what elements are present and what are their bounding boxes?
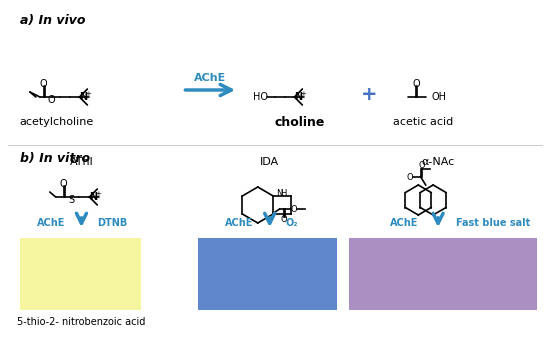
Text: N: N <box>294 92 302 102</box>
Text: +: + <box>85 91 91 97</box>
Text: acetylcholine: acetylcholine <box>20 117 94 127</box>
Text: acetic acid: acetic acid <box>393 117 453 127</box>
Text: O: O <box>412 79 420 89</box>
Text: b) In vitro: b) In vitro <box>20 152 90 165</box>
Text: N: N <box>89 192 97 202</box>
Text: O: O <box>60 179 68 189</box>
Text: O: O <box>419 162 425 170</box>
Text: α-NAc: α-NAc <box>421 157 455 167</box>
FancyBboxPatch shape <box>20 238 141 310</box>
Text: +: + <box>95 191 101 197</box>
Text: O: O <box>48 95 56 105</box>
Text: H: H <box>280 189 287 198</box>
Text: OH: OH <box>431 92 446 102</box>
Text: HO: HO <box>253 92 268 102</box>
FancyBboxPatch shape <box>199 238 337 310</box>
Text: O: O <box>290 205 297 214</box>
Text: AChE: AChE <box>194 73 227 83</box>
Text: O: O <box>406 173 413 182</box>
Text: O₂: O₂ <box>285 218 298 228</box>
Text: AChE: AChE <box>37 218 65 228</box>
Text: AThl: AThl <box>69 157 94 167</box>
Text: 5-thio-2- nitrobenzoic acid: 5-thio-2- nitrobenzoic acid <box>17 317 146 327</box>
Text: a) In vivo: a) In vivo <box>20 14 85 27</box>
Text: +: + <box>300 91 306 97</box>
Text: IDA: IDA <box>260 157 279 167</box>
Text: Fast blue salt: Fast blue salt <box>456 218 530 228</box>
Text: indigo: indigo <box>255 317 284 327</box>
FancyBboxPatch shape <box>349 238 537 310</box>
Text: +: + <box>360 86 377 104</box>
Text: DTNB: DTNB <box>97 218 128 228</box>
Text: N: N <box>79 92 87 102</box>
Text: choline: choline <box>274 115 324 128</box>
Text: AChE: AChE <box>390 218 418 228</box>
Text: N: N <box>277 189 283 198</box>
Text: O: O <box>280 215 287 225</box>
Text: O: O <box>40 79 48 89</box>
Text: S: S <box>68 195 75 205</box>
Text: AChE: AChE <box>226 218 254 228</box>
Text: azo dye: azo dye <box>424 317 462 327</box>
